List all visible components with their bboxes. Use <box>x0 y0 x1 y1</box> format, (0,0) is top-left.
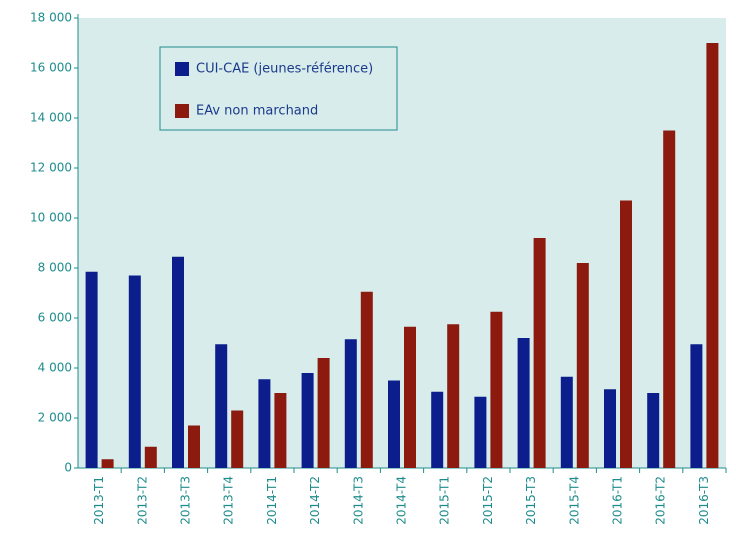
bar <box>404 326 416 468</box>
bar <box>258 379 271 468</box>
x-tick-label: 2016-T3 <box>697 476 711 525</box>
bar <box>663 130 676 468</box>
bar <box>604 389 616 468</box>
bar <box>360 291 373 468</box>
y-tick-label: 10 000 <box>30 211 72 225</box>
x-tick-label: 2014-T3 <box>351 476 365 525</box>
bar <box>647 393 660 468</box>
bar <box>231 410 244 468</box>
y-tick-label: 12 000 <box>30 161 72 175</box>
bar <box>388 380 400 468</box>
x-tick-label: 2013-T2 <box>135 476 149 525</box>
x-tick-label: 2013-T1 <box>92 476 106 525</box>
legend-swatch <box>175 62 189 76</box>
legend-label: EAv non marchand <box>196 104 318 119</box>
bar <box>490 311 503 468</box>
bar <box>301 373 314 468</box>
x-tick-label: 2013-T3 <box>179 476 193 525</box>
bar <box>620 200 632 468</box>
x-tick-label: 2015-T2 <box>481 476 495 525</box>
bar <box>576 263 589 468</box>
bar <box>560 376 573 468</box>
bar <box>215 344 228 468</box>
bar <box>85 271 98 468</box>
y-tick-label: 16 000 <box>30 61 72 75</box>
bar <box>533 238 546 468</box>
x-tick-label: 2014-T1 <box>265 476 279 525</box>
legend: CUI-CAE (jeunes-référence) EAv non marcha… <box>159 46 398 131</box>
bar <box>274 393 287 468</box>
legend-label: CUI-CAE (jeunes-référence) <box>196 62 373 77</box>
plot-area <box>78 18 726 468</box>
legend-box <box>159 46 398 131</box>
bar <box>474 396 487 468</box>
x-tick-label: 2014-T2 <box>308 476 322 525</box>
bar <box>101 459 114 468</box>
x-tick-label: 2016-T2 <box>654 476 668 525</box>
bar <box>144 446 157 468</box>
bar <box>188 425 200 468</box>
legend-swatch <box>175 104 189 118</box>
x-tick-label: 2016-T1 <box>611 476 625 525</box>
x-tick-label: 2014-T4 <box>395 476 409 525</box>
bar <box>344 339 357 468</box>
bar <box>517 338 530 468</box>
y-tick-label: 6 000 <box>38 311 72 325</box>
y-tick-label: 0 <box>64 461 72 475</box>
y-tick-label: 14 000 <box>30 111 72 125</box>
bar <box>172 256 184 468</box>
bar <box>706 43 719 468</box>
y-tick-label: 4 000 <box>38 361 72 375</box>
bar <box>317 358 330 468</box>
x-tick-label: 2013-T4 <box>222 476 236 525</box>
bar <box>128 275 141 468</box>
bar <box>690 344 703 468</box>
bar <box>431 391 444 468</box>
y-tick-label: 18 000 <box>30 11 72 25</box>
x-tick-label: 2015-T3 <box>524 476 538 525</box>
x-tick-label: 2015-T1 <box>438 476 452 525</box>
y-tick-label: 2 000 <box>38 411 72 425</box>
y-tick-label: 8 000 <box>38 261 72 275</box>
x-tick-label: 2015-T4 <box>567 476 581 525</box>
bar <box>447 324 460 468</box>
